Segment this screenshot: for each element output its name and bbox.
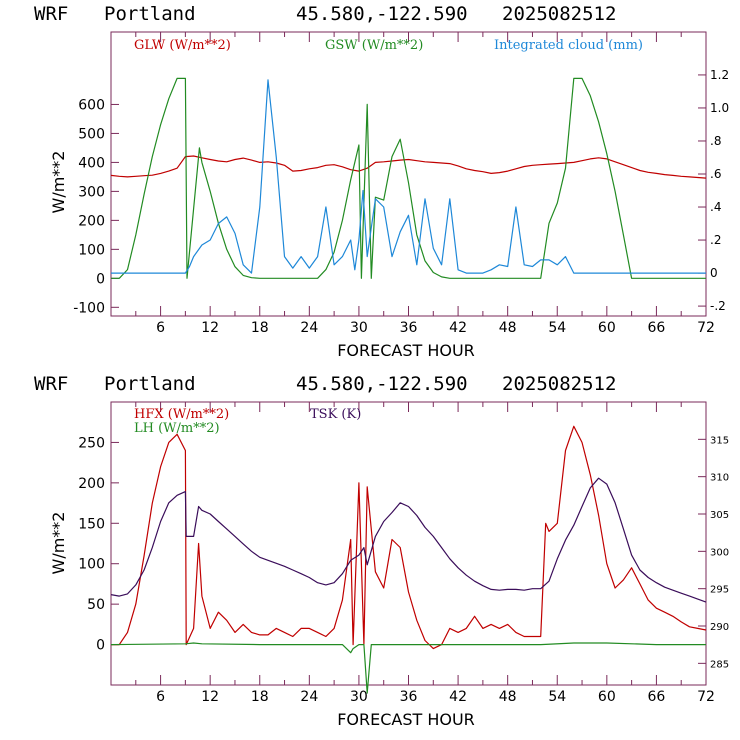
x-tick-label: 72 xyxy=(697,320,715,336)
y-tick-label: 0 xyxy=(96,638,105,654)
top-y-axis-label: W/m**2 xyxy=(49,151,68,214)
top-legend-cloud: Integrated cloud (mm) xyxy=(494,38,643,53)
y2-tick-label: 1.0 xyxy=(710,101,729,115)
top-header-model: WRF xyxy=(34,3,68,25)
bottom-header-coords: 45.580,-122.590 xyxy=(296,373,468,395)
y2-tick-label: 295 xyxy=(710,585,729,596)
bottom-header-model: WRF xyxy=(34,373,68,395)
y-tick-label: 200 xyxy=(78,213,105,229)
x-tick-label: 60 xyxy=(598,320,616,336)
y2-tick-label: .2 xyxy=(710,233,721,247)
y-tick-label: 0 xyxy=(96,271,105,287)
y-tick-label: 200 xyxy=(78,476,105,492)
y2-tick-label: .8 xyxy=(710,134,721,148)
y2-tick-label: .6 xyxy=(710,167,721,181)
top-tick-labels: 6 12 18 24 30 36 42 48 54 60 66 72 -100 0 100 200 300 400… xyxy=(73,68,729,336)
x-tick-label: 12 xyxy=(201,320,219,336)
bottom-plot-frame xyxy=(110,401,707,686)
x-tick-label: 60 xyxy=(598,689,616,705)
series-line-0-2 xyxy=(111,79,706,274)
x-tick-label: 6 xyxy=(156,689,165,705)
x-tick-label: 18 xyxy=(251,689,269,705)
top-header-coords: 45.580,-122.590 xyxy=(296,3,468,25)
bottom-series-group xyxy=(110,425,707,694)
x-tick-label: 24 xyxy=(300,320,318,336)
y2-tick-label: 305 xyxy=(710,510,729,521)
bottom-legend-hfx: HFX (W/m**2) xyxy=(134,407,229,422)
bottom-tick-labels: 6 12 18 24 30 36 42 48 54 60 66 72 0 50 100 150 200 250 28… xyxy=(78,435,729,705)
x-tick-label: 24 xyxy=(300,689,318,705)
y2-tick-label: 285 xyxy=(710,659,729,670)
top-panel: 6 12 18 24 30 36 42 48 54 60 66 72 -100 0 100 200 300 400… xyxy=(49,31,729,360)
y2-tick-label: 290 xyxy=(710,622,729,633)
top-axis-ticks xyxy=(111,32,706,316)
x-tick-label: 48 xyxy=(499,320,517,336)
x-tick-label: 72 xyxy=(697,689,715,705)
y-tick-label: -100 xyxy=(73,300,105,316)
y2-tick-label: 315 xyxy=(710,435,729,446)
bottom-legend-tsk: TSK (K) xyxy=(310,407,361,422)
x-tick-label: 42 xyxy=(449,689,467,705)
y2-tick-label: 300 xyxy=(710,547,729,558)
x-tick-label: 18 xyxy=(251,320,269,336)
bottom-legend-lh: LH (W/m**2) xyxy=(134,421,220,436)
bottom-x-axis-label: FORECAST HOUR xyxy=(337,710,475,729)
x-tick-label: 36 xyxy=(400,689,418,705)
bottom-header-site: Portland xyxy=(104,373,196,395)
series-line-1-1 xyxy=(110,642,706,694)
top-header: WRF Portland 45.580,-122.590 2025082512 xyxy=(34,3,616,25)
x-tick-label: 36 xyxy=(400,320,418,336)
y2-tick-label: 310 xyxy=(710,473,729,484)
y2-tick-label: .4 xyxy=(710,200,721,214)
bottom-panel: 6 12 18 24 30 36 42 48 54 60 66 72 0 50 100 150 200 250 28… xyxy=(49,401,729,729)
top-legend-gsw: GSW (W/m**2) xyxy=(325,38,423,53)
top-header-site: Portland xyxy=(104,3,196,25)
top-series-group xyxy=(110,77,707,279)
x-tick-label: 30 xyxy=(350,689,368,705)
y-tick-label: 400 xyxy=(78,155,105,171)
x-tick-label: 48 xyxy=(499,689,517,705)
bottom-y-axis-label: W/m**2 xyxy=(49,512,68,575)
bottom-header-run: 2025082512 xyxy=(502,373,616,395)
y2-tick-label: -.2 xyxy=(710,299,726,313)
bottom-axis-ticks xyxy=(111,402,706,685)
bottom-header: WRF Portland 45.580,-122.590 2025082512 xyxy=(34,373,616,395)
y-tick-label: 150 xyxy=(78,516,105,532)
series-line-0-1 xyxy=(111,77,706,279)
series-line-1-0 xyxy=(111,425,707,650)
x-tick-label: 6 xyxy=(156,320,165,336)
x-tick-label: 66 xyxy=(648,689,666,705)
x-tick-label: 54 xyxy=(548,320,566,336)
y-tick-label: 500 xyxy=(78,126,105,142)
y-tick-label: 300 xyxy=(78,184,105,200)
y-tick-label: 50 xyxy=(87,597,105,613)
x-tick-label: 12 xyxy=(201,689,219,705)
series-line-1-2 xyxy=(110,477,707,603)
series-line-0-0 xyxy=(110,155,707,179)
x-tick-label: 54 xyxy=(548,689,566,705)
y2-tick-label: 1.2 xyxy=(710,68,729,82)
x-tick-label: 66 xyxy=(648,320,666,336)
top-header-run: 2025082512 xyxy=(502,3,616,25)
x-tick-label: 30 xyxy=(350,320,368,336)
top-x-axis-label: FORECAST HOUR xyxy=(337,341,475,360)
top-legend-glw: GLW (W/m**2) xyxy=(134,38,231,53)
y-tick-label: 250 xyxy=(78,435,105,451)
x-tick-label: 42 xyxy=(449,320,467,336)
y-tick-label: 100 xyxy=(78,557,105,573)
y-tick-label: 600 xyxy=(78,97,105,113)
y2-tick-label: 0 xyxy=(710,266,718,280)
y-tick-label: 100 xyxy=(78,242,105,258)
